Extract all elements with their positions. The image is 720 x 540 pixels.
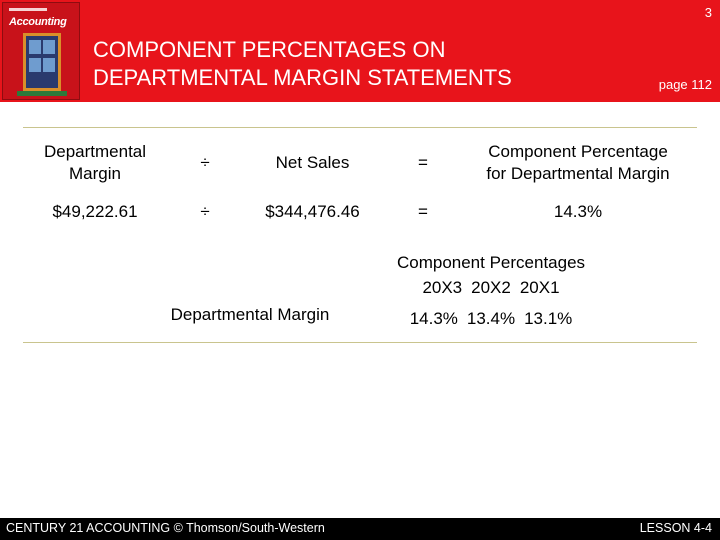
years-row: 20X3 20X2 20X1 bbox=[372, 275, 610, 300]
component-percentage-result: 14.3% bbox=[553, 202, 603, 221]
slide-header: Accounting 3 COMPONENT PERCENTAGES ON DE… bbox=[0, 0, 720, 102]
cover-window-illustration bbox=[23, 33, 61, 91]
footer-lesson: LESSON 4-4 bbox=[639, 521, 712, 535]
component-percentages-table: Component Percentages 20X3 20X2 20X1 14.… bbox=[372, 250, 610, 331]
year-label: 20X3 bbox=[422, 278, 463, 297]
top-divider bbox=[23, 127, 697, 128]
formula-term-departmental-margin: Departmental Margin bbox=[43, 142, 147, 183]
title-line-2: DEPARTMENTAL MARGIN STATEMENTS bbox=[93, 65, 512, 90]
percentage-value: 14.3% bbox=[409, 309, 458, 328]
net-sales-amount: $344,476.46 bbox=[265, 202, 360, 221]
cover-strip bbox=[9, 8, 47, 11]
percentages-row: 14.3% 13.4% 13.1% bbox=[372, 306, 610, 331]
bottom-divider bbox=[23, 342, 697, 343]
footer-copyright: CENTURY 21 ACCOUNTING © Thomson/South-We… bbox=[6, 521, 325, 535]
page-title: COMPONENT PERCENTAGES ON DEPARTMENTAL MA… bbox=[93, 36, 613, 92]
year-label: 20X1 bbox=[519, 278, 560, 297]
divide-operator: ÷ bbox=[200, 153, 210, 172]
percentage-value: 13.4% bbox=[466, 309, 516, 328]
formula-result-label: Component Percentage for Departmental Ma… bbox=[486, 142, 670, 183]
cover-flower-box bbox=[17, 91, 67, 96]
cover-brand-logo: Accounting bbox=[9, 16, 67, 28]
book-cover-image: Accounting bbox=[2, 2, 80, 100]
divide-operator: ÷ bbox=[200, 202, 210, 221]
slide-footer: CENTURY 21 ACCOUNTING © Thomson/South-We… bbox=[0, 518, 720, 540]
year-label: 20X2 bbox=[471, 278, 511, 297]
component-percentages-heading: Component Percentages bbox=[396, 253, 586, 272]
equals-operator: = bbox=[418, 153, 428, 172]
slide-number: 3 bbox=[704, 5, 712, 20]
departmental-margin-amount: $49,222.61 bbox=[52, 202, 138, 221]
departmental-margin-row-label: Departmental Margin bbox=[170, 305, 330, 324]
page-reference: page 112 bbox=[658, 77, 712, 92]
percentage-value: 13.1% bbox=[524, 309, 573, 328]
formula-term-net-sales: Net Sales bbox=[275, 153, 350, 172]
equals-operator: = bbox=[418, 202, 428, 221]
title-line-1: COMPONENT PERCENTAGES ON bbox=[93, 37, 446, 62]
